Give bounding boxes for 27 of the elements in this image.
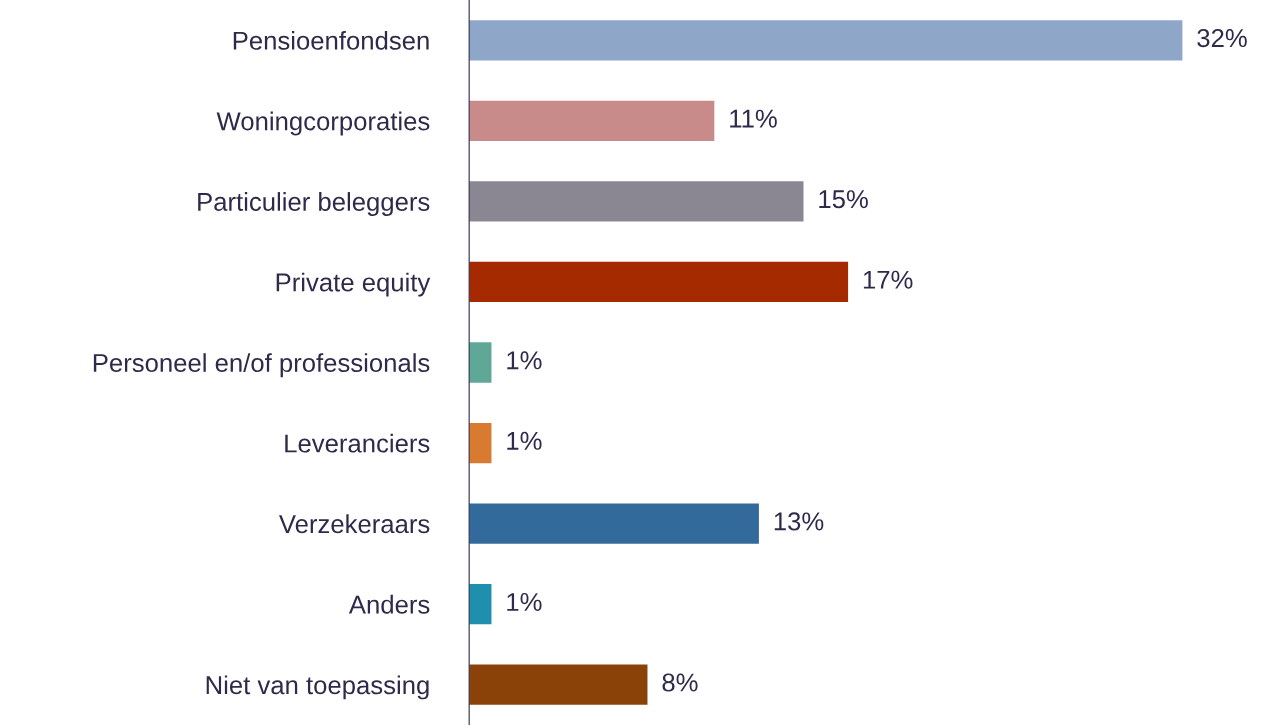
y-tick-label: Anders — [348, 594, 430, 614]
bar — [469, 20, 1183, 61]
bar — [469, 181, 804, 222]
bar — [469, 584, 492, 625]
data-label: 32% — [1197, 28, 1247, 48]
y-tick-label: Private equity — [276, 272, 431, 297]
data-label: 17% — [863, 270, 913, 289]
bar — [469, 342, 492, 383]
bar — [469, 664, 648, 705]
data-label: 11% — [730, 109, 777, 128]
bar — [469, 503, 759, 544]
y-tick-label: Pensioenfondsen — [233, 30, 429, 50]
y-tick-label: Personeel en/of professionals — [93, 353, 430, 378]
data-label: 15% — [819, 190, 868, 209]
data-label: 1% — [507, 592, 542, 611]
y-tick-label: Leveranciers — [285, 433, 430, 453]
y-tick-label: Particulier beleggers — [198, 192, 430, 217]
data-label: 13% — [774, 512, 824, 531]
y-tick-label: Verzekeraars — [279, 514, 430, 534]
y-tick-label: Woningcorporaties — [216, 111, 430, 136]
data-label: 8% — [662, 673, 698, 692]
y-tick-label: Niet van toepassing — [206, 675, 429, 700]
data-label: 1% — [507, 431, 542, 450]
bar — [469, 100, 715, 141]
bar — [469, 422, 492, 464]
bar — [469, 261, 849, 303]
data-label: 1% — [507, 351, 542, 370]
